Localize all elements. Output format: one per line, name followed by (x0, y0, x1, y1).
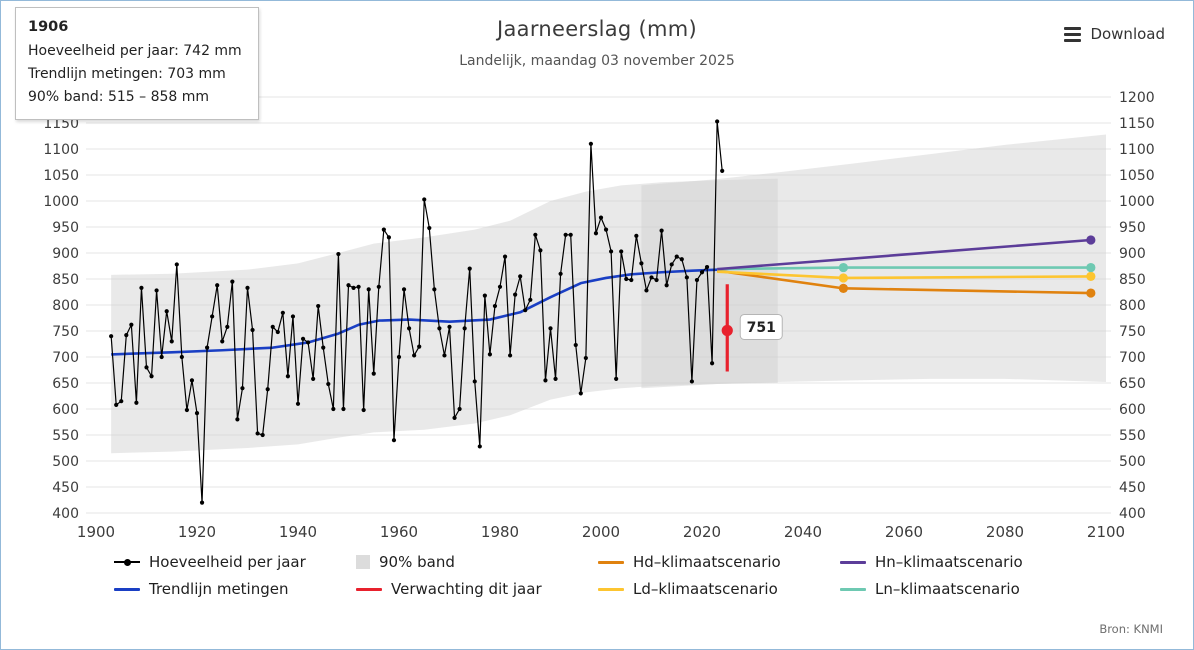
svg-text:400: 400 (1119, 506, 1146, 522)
scenario-hn (717, 235, 1096, 271)
tooltip-line-trend: Trendlijn metingen: 703 mm (28, 66, 226, 83)
legend-label: Hoeveelheid per jaar (149, 553, 306, 571)
svg-text:2100: 2100 (1087, 523, 1125, 541)
legend-item-verwachting-dit-jaar: Verwachting dit jaar (356, 580, 598, 598)
svg-text:1050: 1050 (1119, 168, 1155, 184)
legend-item-hd-klimaatscenario: Hd–klimaatscenario (598, 553, 840, 571)
svg-text:700: 700 (1119, 350, 1146, 366)
source-note: Bron: KNMI (1099, 622, 1163, 636)
legend-marker (840, 560, 866, 564)
svg-text:950: 950 (52, 220, 79, 236)
legend: Hoeveelheid per jaar 90% band Hd–klimaatsc… (1, 553, 1193, 598)
tooltip-year: 1906 (28, 19, 69, 35)
legend-item-hoeveelheid-per-jaar: Hoeveelheid per jaar (114, 553, 356, 571)
svg-text:650: 650 (52, 376, 79, 392)
svg-text:1940: 1940 (279, 523, 317, 541)
legend-marker (598, 587, 624, 591)
svg-text:900: 900 (1119, 246, 1146, 262)
svg-text:1900: 1900 (77, 523, 115, 541)
svg-text:1200: 1200 (1119, 90, 1155, 106)
svg-text:1920: 1920 (178, 523, 216, 541)
svg-text:600: 600 (1119, 402, 1146, 418)
svg-text:900: 900 (52, 246, 79, 262)
menu-icon (1064, 26, 1082, 42)
svg-text:1050: 1050 (43, 168, 79, 184)
trend-line (111, 268, 718, 356)
legend-item-ln-klimaatscenario: Ln–klimaatscenario (840, 580, 1082, 598)
svg-text:1100: 1100 (43, 142, 79, 158)
legend-label: Ln–klimaatscenario (875, 580, 1020, 598)
svg-text:850: 850 (1119, 272, 1146, 288)
svg-text:500: 500 (1119, 454, 1146, 470)
scenario-hd (716, 269, 1096, 298)
svg-text:1000: 1000 (1119, 194, 1155, 210)
svg-text:600: 600 (52, 402, 79, 418)
band-90-historical (111, 178, 778, 454)
scenario-ld (717, 270, 1096, 283)
legend-item-90-band: 90% band (356, 553, 598, 571)
legend-item-ld-klimaatscenario: Ld–klimaatscenario (598, 580, 840, 598)
svg-text:450: 450 (52, 480, 79, 496)
svg-text:550: 550 (1119, 428, 1146, 444)
svg-text:500: 500 (52, 454, 79, 470)
svg-text:2080: 2080 (986, 523, 1024, 541)
svg-text:800: 800 (1119, 298, 1146, 314)
svg-text:750: 750 (52, 324, 79, 340)
legend-marker (356, 555, 370, 569)
scenario-ln (717, 262, 1096, 273)
legend-label: Hn–klimaatscenario (875, 553, 1023, 571)
svg-text:1960: 1960 (380, 523, 418, 541)
svg-text:1000: 1000 (43, 194, 79, 210)
axis-labels: 400 450 500 550 600 650 700 750 800 850 900 950 1000… (43, 90, 1154, 541)
svg-text:650: 650 (1119, 376, 1146, 392)
band-90-historical (111, 178, 778, 454)
legend-label: 90% band (379, 553, 455, 571)
forecast-marker: 751 (721, 284, 783, 372)
svg-text:2000: 2000 (582, 523, 620, 541)
svg-text:1150: 1150 (1119, 116, 1155, 132)
svg-text:550: 550 (52, 428, 79, 444)
forecast-label: 751 (747, 320, 776, 336)
svg-text:2060: 2060 (885, 523, 923, 541)
legend-marker (114, 558, 140, 567)
legend-item-trendlijn-metingen: Trendlijn metingen (114, 580, 356, 598)
chart-header: Jaarneerslag (mm) Landelijk, maandag 03 … (1, 1, 1193, 69)
plot-area[interactable]: 751 400 450 500 550 600 650 700 750 800 850 900 950 1… (1, 85, 1194, 547)
chart-subtitle: Landelijk, maandag 03 november 2025 (459, 53, 735, 69)
legend-item-hn-klimaatscenario: Hn–klimaatscenario (840, 553, 1082, 571)
legend-label: Ld–klimaatscenario (633, 580, 778, 598)
svg-text:1980: 1980 (481, 523, 519, 541)
svg-text:850: 850 (52, 272, 79, 288)
hover-tooltip: 1906 Hoeveelheid per jaar: 742 mm Trendl… (15, 7, 259, 121)
download-button[interactable]: Download (1064, 25, 1165, 43)
svg-text:2020: 2020 (683, 523, 721, 541)
legend-label: Hd–klimaatscenario (633, 553, 781, 571)
legend-label: Verwachting dit jaar (391, 580, 542, 598)
page-title: Jaarneerslag (mm) (496, 17, 698, 41)
legend-marker (598, 560, 624, 564)
svg-text:950: 950 (1119, 220, 1146, 236)
legend-marker (114, 587, 140, 591)
svg-text:800: 800 (52, 298, 79, 314)
svg-text:700: 700 (52, 350, 79, 366)
gridlines (86, 96, 1111, 514)
yearly-series (109, 119, 725, 505)
download-label: Download (1090, 25, 1165, 43)
legend-marker (356, 587, 382, 591)
forecast-label-box (739, 313, 783, 340)
legend-label: Trendlijn metingen (149, 580, 289, 598)
legend-marker (840, 587, 866, 591)
svg-text:400: 400 (52, 506, 79, 522)
trend-line (111, 268, 718, 356)
svg-text:450: 450 (1119, 480, 1146, 496)
tooltip-line-band: 90% band: 515 – 858 mm (28, 89, 210, 106)
svg-text:1100: 1100 (1119, 142, 1155, 158)
precipitation-chart[interactable]: 751 400 450 500 550 600 650 700 750 800 850 900 950 1… (1, 85, 1194, 547)
svg-text:750: 750 (1119, 324, 1146, 340)
svg-text:2040: 2040 (784, 523, 822, 541)
tooltip-line-amount: Hoeveelheid per jaar: 742 mm (28, 42, 242, 59)
